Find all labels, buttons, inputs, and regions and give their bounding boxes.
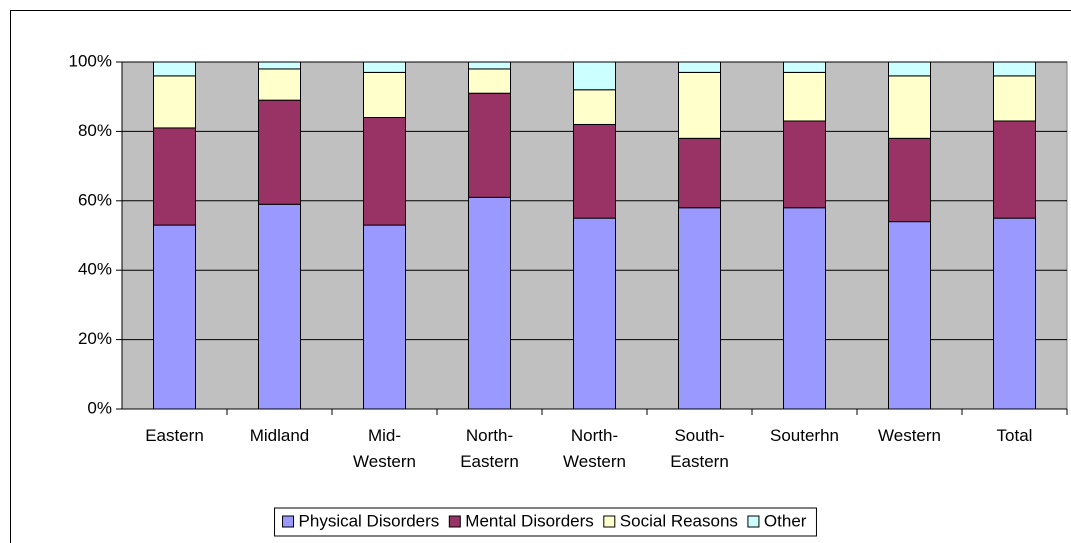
y-tick-label: 100% [69,51,112,70]
bar-segment [468,92,511,198]
bar-segment [678,137,721,209]
x-tick-label: North-Eastern [460,426,519,471]
bar-segment [363,117,406,226]
bar-segment [993,217,1036,410]
bar-segment [888,221,931,410]
bar-segment [363,224,406,410]
bar-segment [678,207,721,410]
x-tick-label: North-Western [563,426,626,471]
legend-box [274,507,817,537]
bar-segment [573,123,616,219]
legend-label: Social Reasons [620,511,738,530]
bar-segment [363,71,406,119]
bar-segment [573,89,616,125]
bar-segment [258,203,301,410]
x-tick-label: Eastern [145,426,204,445]
y-tick-label: 60% [78,190,112,209]
bar-segment [888,61,931,77]
x-tick-label: Souterhn [770,426,839,445]
bar-segment [993,61,1036,77]
bar-segment [468,196,511,410]
bar-segment [783,71,826,122]
bar-segment [783,61,826,73]
bar-segment [258,99,301,205]
y-tick-label: 20% [78,329,112,348]
legend-label: Mental Disorders [465,511,594,530]
legend-swatch [747,515,760,528]
bar-segment [993,75,1036,122]
bar-segment [678,61,721,73]
legend-label: Physical Disorders [299,511,440,530]
bar-segment [153,127,196,226]
y-tick-label: 40% [78,260,112,279]
bar-segment [888,75,931,139]
legend-swatch [448,515,461,528]
bar-segment [783,120,826,209]
legend-swatch [603,515,616,528]
bar-segment [468,68,511,94]
bar-segment [888,137,931,223]
y-tick-label: 0% [87,398,112,417]
legend-label: Other [764,511,807,530]
bar-segment [153,61,196,77]
x-tick-label: South-Eastern [670,426,729,471]
bar-segment [258,68,301,101]
bar-segment [993,120,1036,219]
bar-segment [258,61,301,70]
bar-segment [153,224,196,410]
bar-segment [783,207,826,410]
bar-segment [678,71,721,139]
x-tick-label: Midland [250,426,310,445]
x-tick-label: Mid-Western [353,426,416,471]
bar-segment [573,61,616,91]
x-tick-label: Total [997,426,1033,445]
x-tick-label: Western [878,426,941,445]
bar-segment [153,75,196,129]
legend-swatch [282,515,295,528]
bar-segment [573,217,616,410]
legend: Physical Disorders Mental Disorders Social… [274,507,817,537]
y-tick-label: 80% [78,121,112,140]
bar-segment [468,61,511,70]
bar-segment [363,61,406,73]
